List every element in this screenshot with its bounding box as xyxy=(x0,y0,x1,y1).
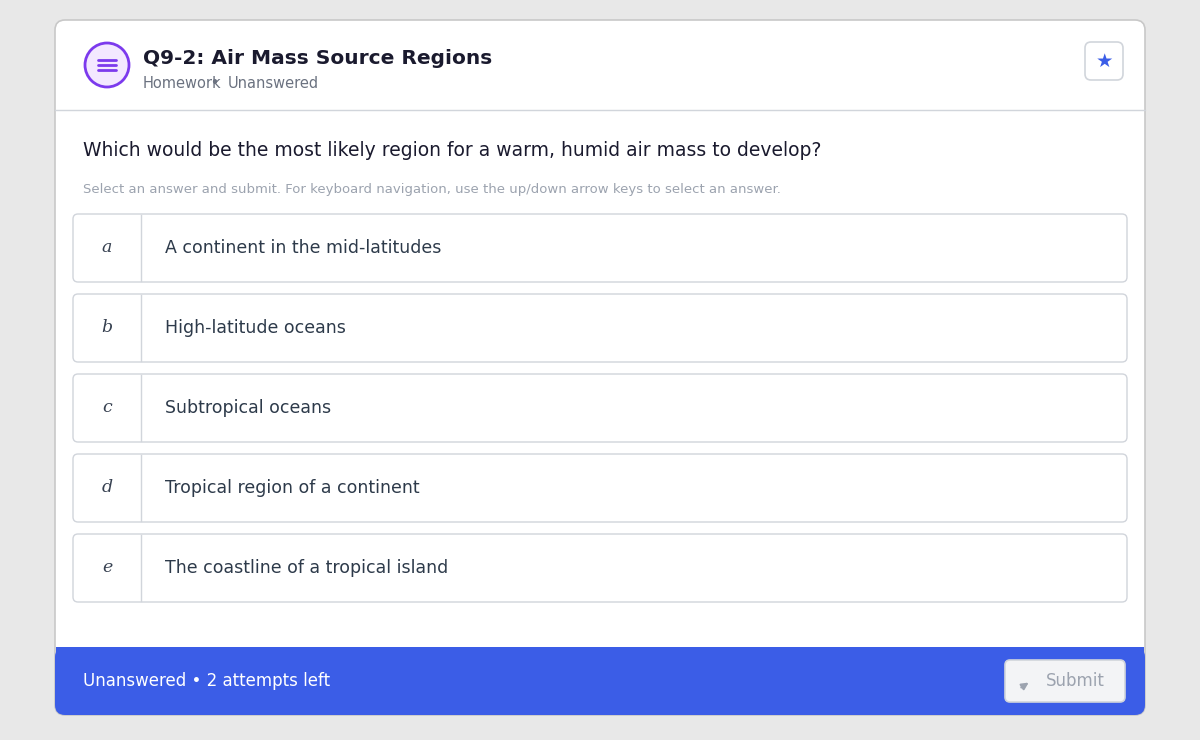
FancyBboxPatch shape xyxy=(73,294,1127,362)
FancyBboxPatch shape xyxy=(56,647,1144,661)
Text: Submit: Submit xyxy=(1045,672,1104,690)
Circle shape xyxy=(85,43,130,87)
Text: Tropical region of a continent: Tropical region of a continent xyxy=(166,479,420,497)
Text: d: d xyxy=(102,480,113,497)
Text: Select an answer and submit. For keyboard navigation, use the up/down arrow keys: Select an answer and submit. For keyboar… xyxy=(83,184,781,197)
Text: A continent in the mid-latitudes: A continent in the mid-latitudes xyxy=(166,239,442,257)
Text: Unanswered: Unanswered xyxy=(228,75,319,90)
Text: Unanswered • 2 attempts left: Unanswered • 2 attempts left xyxy=(83,672,330,690)
Text: The coastline of a tropical island: The coastline of a tropical island xyxy=(166,559,449,577)
Text: ★: ★ xyxy=(1096,52,1112,70)
Text: Homework: Homework xyxy=(143,75,222,90)
Text: Subtropical oceans: Subtropical oceans xyxy=(166,399,331,417)
FancyBboxPatch shape xyxy=(1085,42,1123,80)
Text: Q9-2: Air Mass Source Regions: Q9-2: Air Mass Source Regions xyxy=(143,49,492,67)
FancyBboxPatch shape xyxy=(73,534,1127,602)
Text: a: a xyxy=(102,240,112,257)
FancyBboxPatch shape xyxy=(55,20,1145,715)
Text: e: e xyxy=(102,559,112,576)
Text: •: • xyxy=(206,75,224,90)
Text: Which would be the most likely region for a warm, humid air mass to develop?: Which would be the most likely region fo… xyxy=(83,141,821,160)
FancyBboxPatch shape xyxy=(73,214,1127,282)
FancyBboxPatch shape xyxy=(1006,660,1126,702)
FancyBboxPatch shape xyxy=(73,374,1127,442)
Text: b: b xyxy=(102,320,113,337)
Text: c: c xyxy=(102,400,112,417)
Text: High-latitude oceans: High-latitude oceans xyxy=(166,319,346,337)
FancyBboxPatch shape xyxy=(55,647,1145,715)
FancyBboxPatch shape xyxy=(73,454,1127,522)
